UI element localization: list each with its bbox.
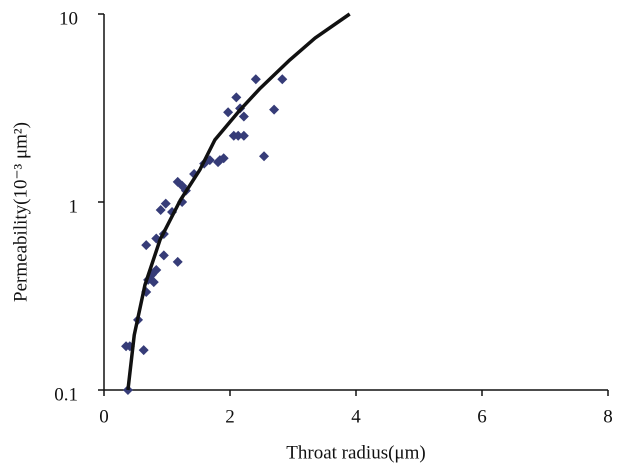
data-point — [223, 107, 234, 118]
y-axis-label: Permeability(10⁻³ μm²) — [10, 122, 31, 302]
data-point — [238, 130, 249, 141]
data-point — [233, 130, 244, 141]
y-tick-label: 10 — [59, 8, 78, 29]
data-point — [238, 111, 249, 122]
data-point — [160, 198, 171, 209]
data-point — [231, 92, 242, 103]
data-point — [141, 240, 152, 251]
data-point — [148, 277, 159, 288]
data-point — [138, 345, 149, 356]
x-axis-label: Throat radius(μm) — [286, 442, 425, 463]
data-point — [214, 155, 225, 166]
x-tick-label: 8 — [603, 406, 613, 427]
y-tick-label: 0.1 — [54, 384, 78, 405]
y-tick-label: 1 — [69, 196, 79, 217]
data-point — [155, 205, 166, 216]
x-tick-label: 0 — [99, 406, 109, 427]
data-point — [250, 74, 261, 85]
data-point — [277, 74, 288, 85]
data-point — [158, 250, 169, 261]
x-tick-label: 4 — [351, 406, 361, 427]
data-point — [259, 151, 270, 162]
x-tick-label: 2 — [225, 406, 235, 427]
data-point — [269, 104, 280, 115]
data-point — [172, 256, 183, 267]
fit-line — [126, 12, 351, 391]
x-tick-label: 6 — [477, 406, 487, 427]
